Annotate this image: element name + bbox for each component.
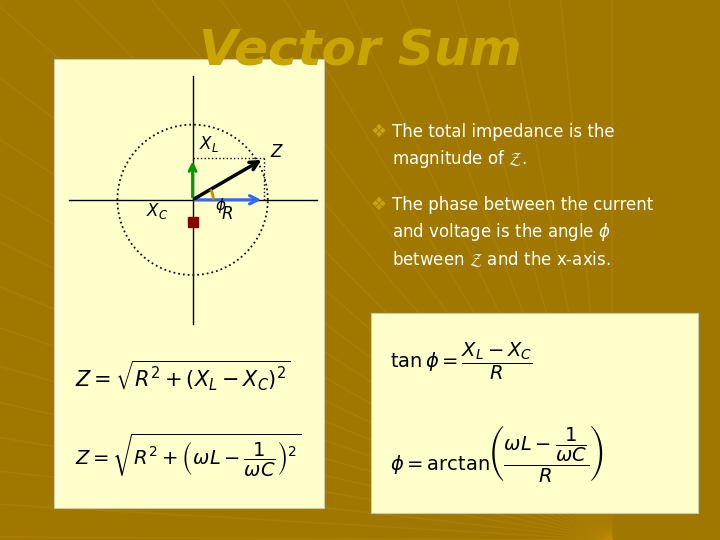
Text: ❖: ❖ xyxy=(371,123,387,141)
Text: $X_C$: $X_C$ xyxy=(146,201,168,221)
Text: The total impedance is the: The total impedance is the xyxy=(392,123,615,141)
Text: $\phi$: $\phi$ xyxy=(215,197,227,215)
Text: $Z$: $Z$ xyxy=(270,143,284,161)
Text: magnitude of $\mathcal{Z}$.: magnitude of $\mathcal{Z}$. xyxy=(392,148,527,170)
Text: The phase between the current: The phase between the current xyxy=(392,196,654,214)
Text: $X_L$: $X_L$ xyxy=(199,134,218,154)
FancyBboxPatch shape xyxy=(371,313,698,513)
Text: $Z = \sqrt{R^2 + \left(\omega L - \dfrac{1}{\omega C}\right)^2}$: $Z = \sqrt{R^2 + \left(\omega L - \dfrac… xyxy=(75,432,301,479)
Text: $Z = \sqrt{R^2 + \left(X_L - X_C\right)^2}$: $Z = \sqrt{R^2 + \left(X_L - X_C\right)^… xyxy=(75,359,291,394)
Text: $R$: $R$ xyxy=(221,205,233,224)
Text: between $\mathcal{Z}$ and the x-axis.: between $\mathcal{Z}$ and the x-axis. xyxy=(392,249,611,269)
FancyBboxPatch shape xyxy=(54,59,324,508)
Text: $\phi = \arctan\!\left(\dfrac{\omega L - \dfrac{1}{\omega C}}{R}\right)$: $\phi = \arctan\!\left(\dfrac{\omega L -… xyxy=(390,423,605,484)
Text: $\tan\phi = \dfrac{X_L - X_C}{R}$: $\tan\phi = \dfrac{X_L - X_C}{R}$ xyxy=(390,341,534,382)
Text: and voltage is the angle $\phi$: and voltage is the angle $\phi$ xyxy=(392,221,611,243)
Text: Vector Sum: Vector Sum xyxy=(199,28,521,75)
Text: ❖: ❖ xyxy=(371,196,387,214)
